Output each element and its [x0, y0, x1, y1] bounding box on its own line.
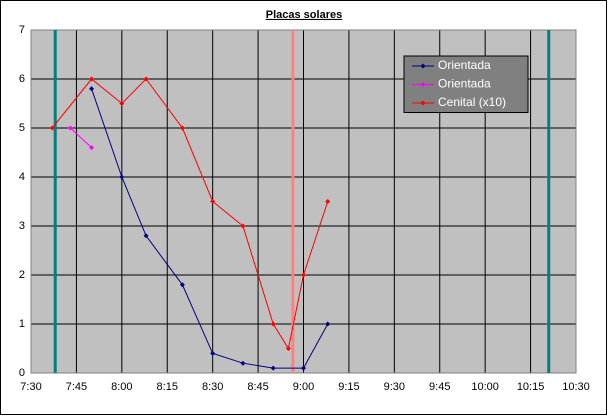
y-tick-label: 1: [19, 318, 25, 330]
legend-marker: [420, 100, 426, 106]
x-tick-label: 8:45: [247, 381, 268, 393]
legend-label: Orientada: [438, 77, 491, 91]
legend-marker: [420, 63, 426, 69]
x-tick-label: 8:30: [202, 381, 223, 393]
x-tick-label: 10:00: [471, 381, 499, 393]
data-point: [179, 282, 185, 288]
series-line: [70, 127, 92, 148]
data-point: [270, 321, 276, 327]
data-point: [89, 86, 95, 92]
y-tick-label: 6: [19, 73, 25, 85]
x-tick-label: 7:45: [66, 381, 87, 393]
plot-border: [30, 29, 577, 374]
y-tick-label: 2: [19, 269, 25, 281]
x-tick-label: 9:15: [338, 381, 359, 393]
data-point: [240, 360, 246, 366]
y-tick-label: 4: [19, 171, 25, 183]
x-tick-label: 7:30: [20, 381, 41, 393]
y-tick-label: 5: [19, 122, 25, 134]
data-point: [89, 76, 95, 82]
data-point: [210, 199, 216, 204]
legend-label: Orientada: [438, 58, 491, 72]
x-tick-label: 10:30: [562, 381, 590, 393]
data-point: [240, 223, 246, 229]
data-point: [285, 346, 291, 351]
data-point: [143, 76, 149, 82]
data-point: [179, 125, 185, 131]
data-point: [143, 233, 149, 239]
data-point: [67, 125, 73, 131]
x-tick-label: 8:00: [111, 381, 132, 393]
data-point: [89, 145, 95, 151]
data-point: [325, 321, 331, 327]
y-tick-label: 7: [19, 24, 25, 36]
x-tick-label: 9:00: [293, 381, 314, 393]
x-tick-label: 10:15: [517, 381, 545, 393]
data-point: [210, 350, 216, 356]
data-point: [119, 174, 125, 180]
y-tick-label: 0: [19, 367, 25, 379]
data-point: [270, 365, 276, 371]
legend-marker: [420, 82, 426, 87]
data-point: [49, 125, 55, 131]
legend-label: Cenital (x10): [438, 95, 506, 109]
data-point: [301, 365, 306, 371]
x-tick-label: 9:45: [429, 381, 450, 393]
x-tick-label: 8:15: [157, 381, 178, 393]
chart-title: Placas solares: [266, 9, 342, 21]
data-point: [119, 101, 125, 106]
data-point: [325, 199, 331, 204]
x-tick-label: 9:30: [384, 381, 405, 393]
y-tick-label: 3: [19, 220, 25, 232]
data-point: [301, 272, 306, 278]
